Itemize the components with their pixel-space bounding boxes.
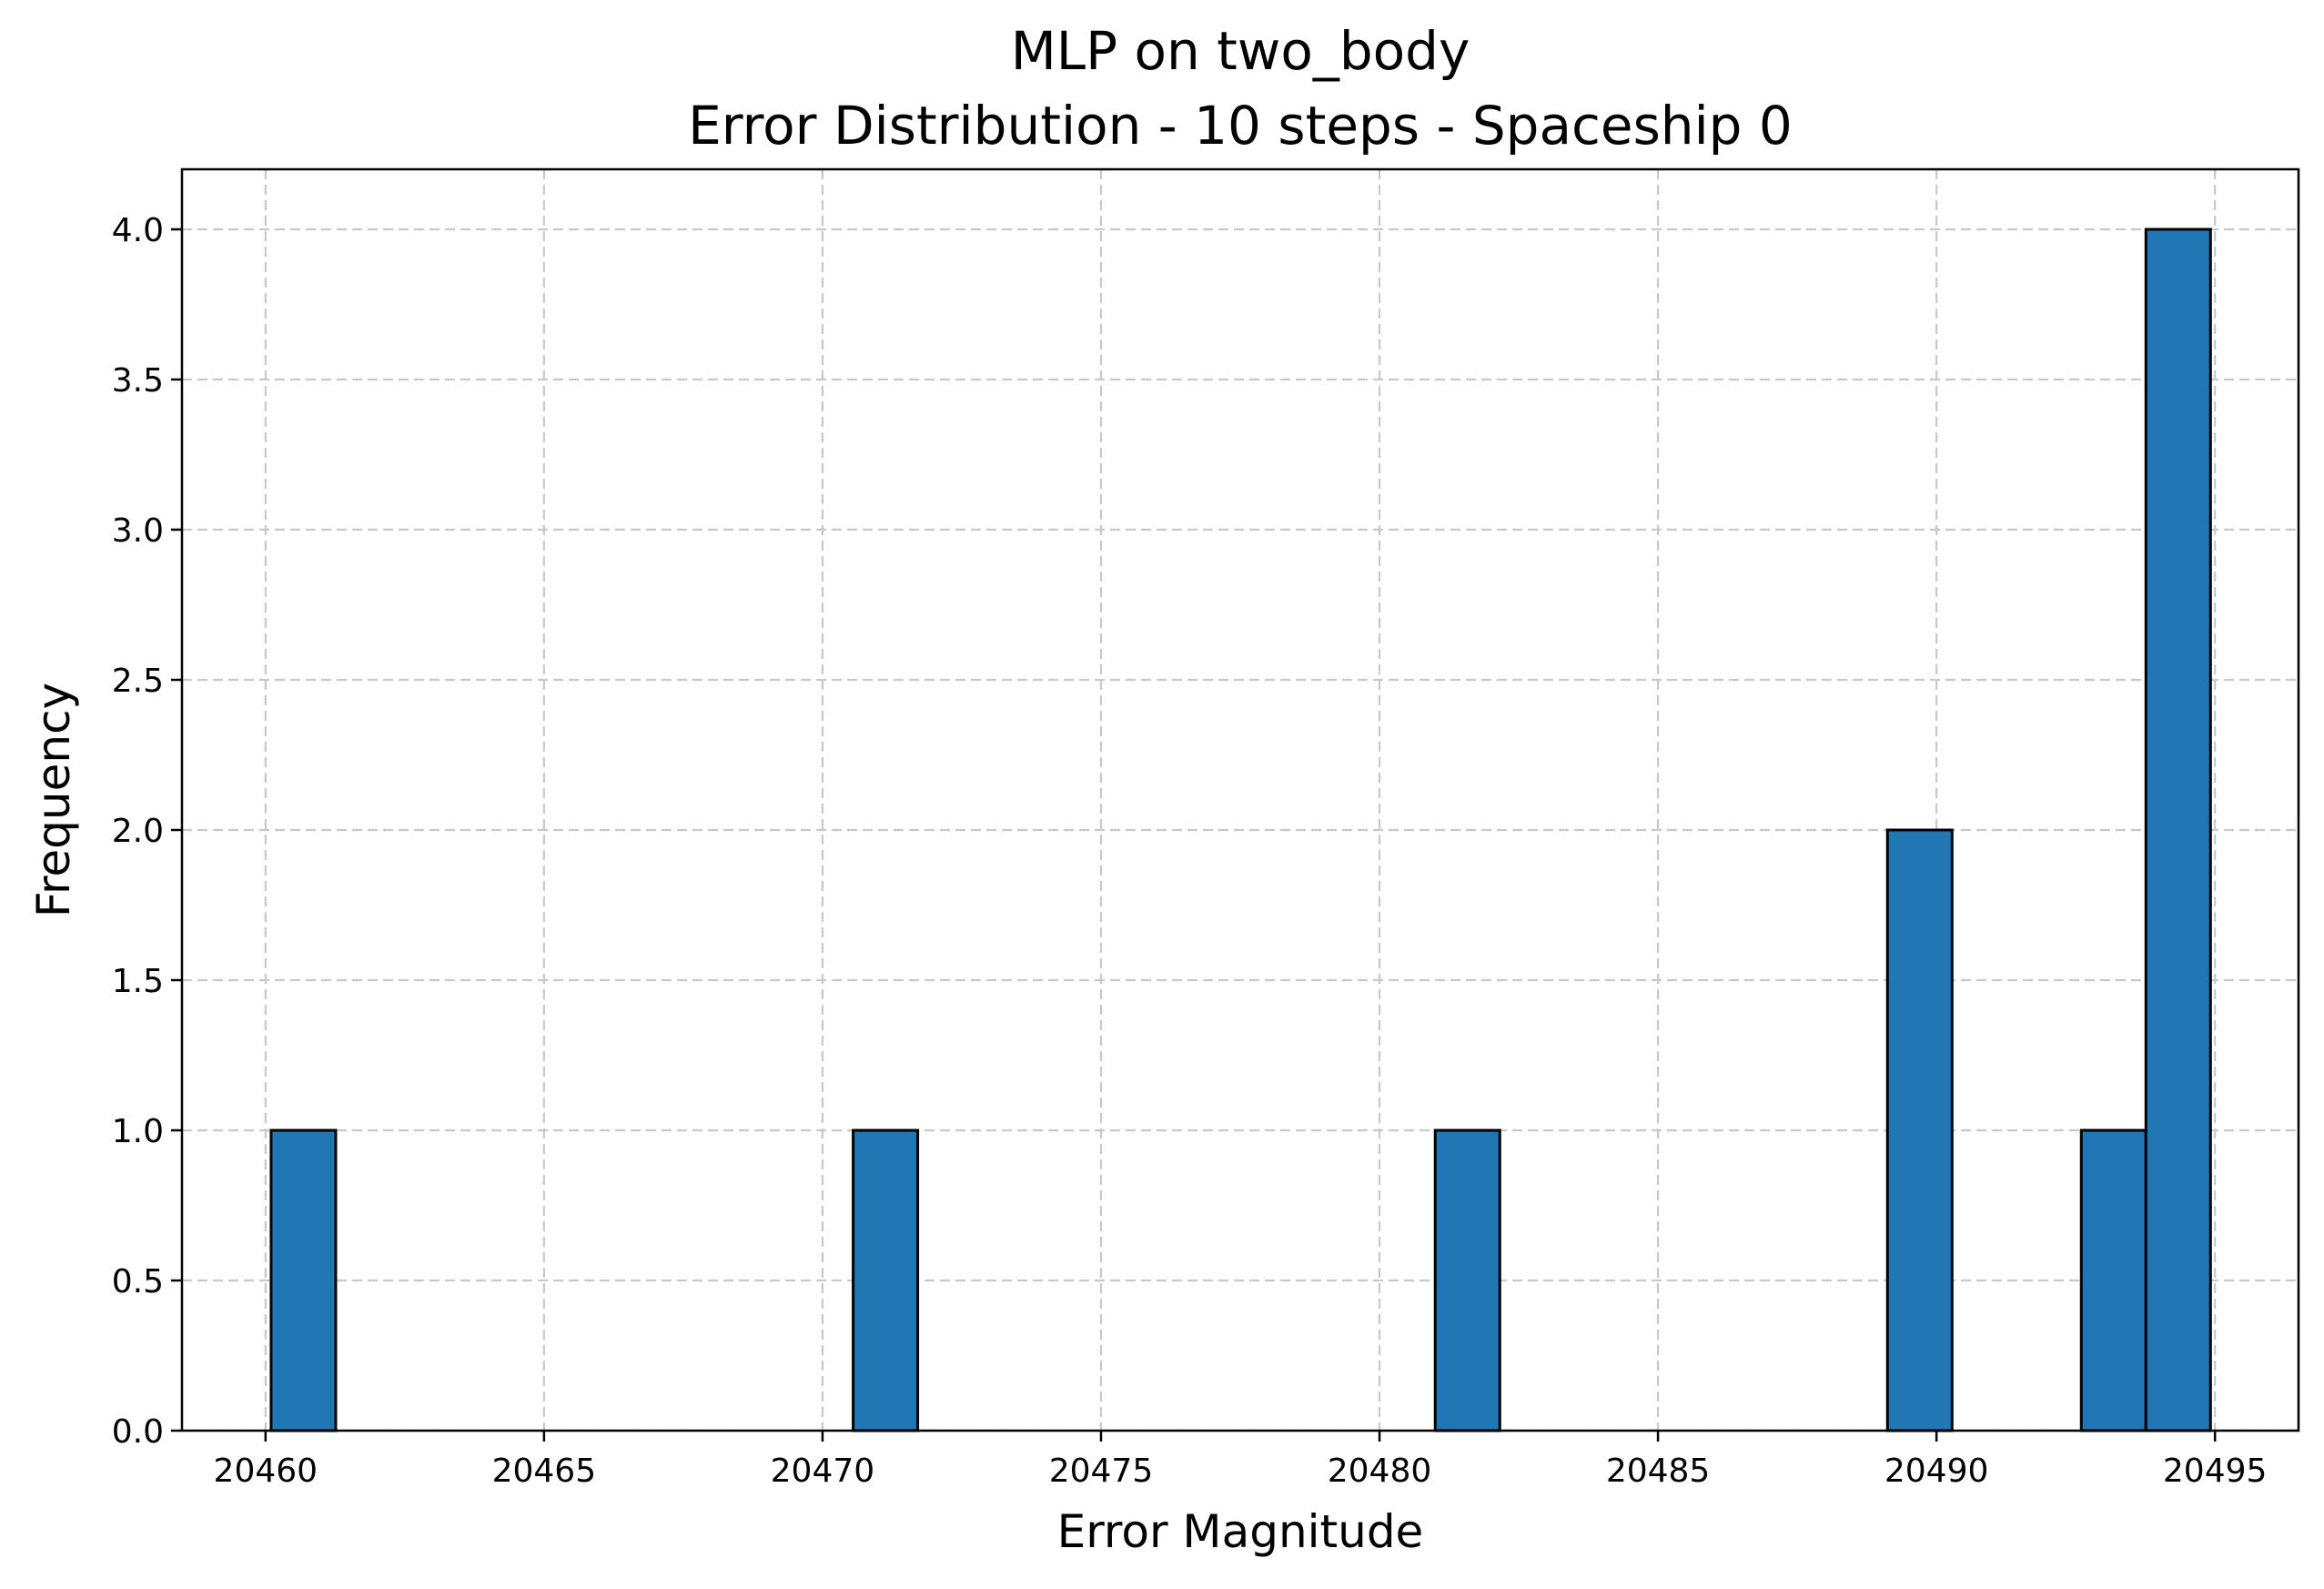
y-tick-label: 3.0 (112, 512, 164, 550)
y-tick-label: 0.0 (112, 1413, 164, 1451)
y-tick-label: 1.5 (112, 963, 164, 1000)
x-tick-label: 20485 (1606, 1452, 1711, 1490)
x-tick-label: 20465 (492, 1452, 597, 1490)
plot-frame (180, 167, 2300, 1432)
y-tick-label: 2.0 (112, 813, 164, 850)
x-axis-ticks: 20460 20465 20470 20475 20480 20485 20490 20495 (214, 1431, 2268, 1490)
y-axis-ticks: 0.0 0.5 1.0 1.5 2.0 2.5 3.0 3.5 4.0 (112, 212, 182, 1451)
x-axis-label: Error Magnitude (1057, 1505, 1424, 1558)
histogram-bar (852, 1128, 920, 1432)
y-tick-label: 2.5 (112, 663, 164, 700)
histogram-bar (1433, 1128, 1501, 1432)
y-axis-label: Frequency (27, 683, 80, 917)
y-tick-label: 0.5 (112, 1263, 164, 1301)
x-tick-label: 20470 (771, 1452, 875, 1490)
grid-lines (182, 169, 2299, 1432)
y-tick-label: 1.0 (112, 1113, 164, 1150)
histogram-bar (1885, 828, 1954, 1432)
histogram-bar (2144, 228, 2212, 1432)
y-tick-label: 3.5 (112, 362, 164, 400)
x-tick-label: 20490 (1884, 1452, 1989, 1490)
chart-title-line-2: Error Distribution - 10 steps - Spaceshi… (688, 95, 1793, 157)
chart-title-line-1: MLP on two_body (1011, 20, 1470, 82)
histogram-bar (269, 1128, 338, 1432)
histogram-bars (269, 228, 2212, 1432)
y-tick-label: 4.0 (112, 212, 164, 249)
x-tick-label: 20460 (214, 1452, 318, 1490)
x-tick-label: 20475 (1049, 1452, 1154, 1490)
x-tick-label: 20495 (2163, 1452, 2268, 1490)
x-tick-label: 20480 (1328, 1452, 1432, 1490)
histogram-bar (2079, 1128, 2147, 1432)
